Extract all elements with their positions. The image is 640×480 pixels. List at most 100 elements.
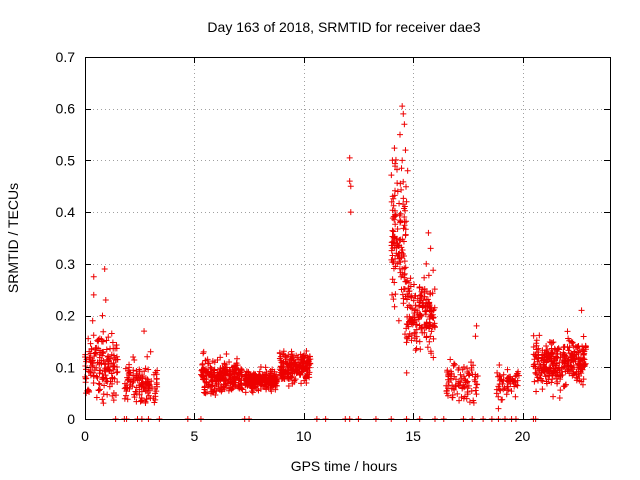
data-point [99, 370, 106, 377]
data-point [443, 388, 450, 395]
data-point [346, 154, 353, 161]
data-point [541, 359, 548, 366]
data-point [451, 361, 458, 368]
data-point [530, 344, 537, 351]
data-point [427, 245, 434, 252]
data-point [561, 383, 568, 390]
data-point [107, 345, 114, 352]
y-tick-label: 0.4 [56, 204, 76, 220]
data-point [396, 200, 403, 207]
data-point [537, 371, 544, 378]
y-tick-label: 0.7 [56, 49, 76, 65]
data-point [429, 290, 436, 297]
data-point [223, 351, 230, 357]
data-point [96, 381, 103, 388]
data-point [447, 356, 454, 363]
data-point [280, 358, 287, 365]
data-point [417, 346, 424, 353]
data-point [468, 359, 475, 366]
data-point [473, 384, 480, 391]
data-point [572, 358, 579, 365]
data-point [390, 195, 397, 202]
data-point [580, 333, 587, 340]
data-point [122, 384, 129, 391]
data-point [282, 353, 289, 360]
data-point [388, 239, 395, 246]
data-point [407, 293, 414, 300]
data-point [400, 110, 407, 117]
data-point [512, 393, 519, 400]
data-point [101, 361, 108, 368]
data-point [262, 364, 269, 371]
data-point [418, 288, 425, 295]
data-point [225, 372, 232, 379]
data-point [403, 183, 410, 190]
data-point [419, 329, 426, 336]
data-point [430, 322, 437, 329]
plot-frame [85, 57, 611, 420]
data-point [503, 391, 510, 398]
data-point [99, 312, 106, 319]
data-point [105, 364, 112, 371]
data-point [496, 362, 503, 369]
grid [85, 57, 610, 419]
data-point [114, 356, 121, 363]
tick-labels: 0 0.1 0.2 0.3 0.4 0.5 0.6 0.7 0 5 10 15 20 [56, 49, 531, 444]
data-point [538, 354, 545, 361]
data-point [153, 376, 160, 383]
chart-title: Day 163 of 2018, SRMTID for receiver dae… [207, 19, 480, 35]
data-point [102, 368, 109, 375]
data-point [465, 382, 472, 389]
data-point [565, 347, 572, 354]
data-point [392, 221, 399, 228]
data-point [428, 350, 435, 357]
data-point [403, 278, 410, 285]
data-point [87, 340, 94, 347]
data-point [425, 272, 432, 279]
data-point [391, 279, 398, 286]
data-point [399, 236, 406, 243]
data-point [405, 288, 412, 295]
data-point [412, 321, 419, 328]
data-point [108, 330, 115, 337]
data-point [130, 353, 137, 360]
data-point [576, 377, 583, 384]
data-point [533, 351, 540, 358]
data-point [500, 371, 507, 378]
data-point [556, 366, 563, 373]
data-point [388, 247, 395, 254]
data-point [100, 400, 107, 407]
data-point [401, 271, 408, 278]
y-axis-label: SRMTID / TECUs [5, 183, 21, 293]
data-point [576, 361, 583, 368]
data-point [113, 353, 120, 360]
data-point [550, 393, 557, 400]
data-point [298, 355, 305, 362]
data-point [493, 390, 500, 397]
data-point [578, 370, 585, 377]
data-point [88, 346, 95, 353]
data-point [418, 325, 425, 332]
data-point [427, 308, 434, 315]
data-point [400, 295, 407, 302]
data-point [513, 381, 520, 388]
data-point [399, 266, 406, 273]
data-point [282, 368, 289, 375]
data-point [427, 291, 434, 298]
data-point [107, 378, 114, 385]
data-point [284, 362, 291, 369]
data-point [514, 370, 521, 377]
data-point [202, 369, 209, 376]
data-point [347, 183, 354, 190]
data-point [296, 372, 303, 379]
data-point [504, 366, 511, 373]
data-point [569, 366, 576, 373]
data-point [210, 389, 217, 396]
data-point [229, 385, 236, 392]
data-point [390, 233, 397, 240]
data-point [413, 326, 420, 333]
data-point [123, 392, 130, 399]
data-point [232, 367, 239, 374]
data-point [448, 370, 455, 377]
